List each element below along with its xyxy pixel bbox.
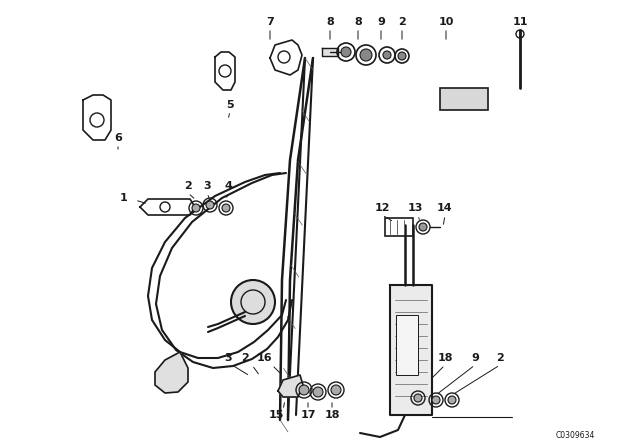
Text: 16: 16 — [257, 353, 273, 363]
Text: C0309634: C0309634 — [556, 431, 595, 439]
Text: 9: 9 — [377, 17, 385, 27]
Polygon shape — [278, 375, 303, 397]
Text: 13: 13 — [407, 203, 422, 213]
Polygon shape — [322, 48, 338, 56]
Circle shape — [341, 47, 351, 57]
Text: 6: 6 — [114, 133, 122, 143]
Bar — [440, 88, 488, 110]
Bar — [385, 218, 413, 236]
Text: 4: 4 — [224, 181, 232, 191]
Text: 8: 8 — [326, 17, 334, 27]
Text: 1: 1 — [120, 193, 128, 203]
Circle shape — [360, 49, 372, 61]
Text: 17: 17 — [300, 410, 316, 420]
Circle shape — [398, 52, 406, 60]
Bar — [396, 315, 418, 375]
Circle shape — [299, 385, 309, 395]
Text: 15: 15 — [268, 410, 284, 420]
Polygon shape — [390, 285, 432, 415]
Circle shape — [192, 204, 200, 212]
Text: 18: 18 — [437, 353, 452, 363]
Text: 12: 12 — [374, 203, 390, 213]
Text: 18: 18 — [324, 410, 340, 420]
Circle shape — [432, 396, 440, 404]
Text: 11: 11 — [512, 17, 528, 27]
Circle shape — [448, 396, 456, 404]
Text: 10: 10 — [438, 17, 454, 27]
Circle shape — [331, 385, 341, 395]
Circle shape — [222, 204, 230, 212]
Text: 3: 3 — [203, 181, 211, 191]
Text: 2: 2 — [496, 353, 504, 363]
Circle shape — [313, 387, 323, 397]
Text: 9: 9 — [471, 353, 479, 363]
Text: 5: 5 — [226, 100, 234, 110]
Polygon shape — [155, 352, 188, 393]
Circle shape — [383, 51, 391, 59]
Circle shape — [419, 223, 427, 231]
Polygon shape — [270, 40, 302, 75]
Text: 2: 2 — [184, 181, 192, 191]
Circle shape — [414, 394, 422, 402]
Circle shape — [231, 280, 275, 324]
Circle shape — [206, 201, 214, 209]
Text: 14: 14 — [437, 203, 453, 213]
Text: 2: 2 — [241, 353, 249, 363]
Text: 3: 3 — [224, 353, 232, 363]
Polygon shape — [140, 199, 195, 215]
Text: 8: 8 — [354, 17, 362, 27]
Polygon shape — [215, 52, 235, 90]
Text: 2: 2 — [398, 17, 406, 27]
Polygon shape — [83, 95, 111, 140]
Text: 7: 7 — [266, 17, 274, 27]
